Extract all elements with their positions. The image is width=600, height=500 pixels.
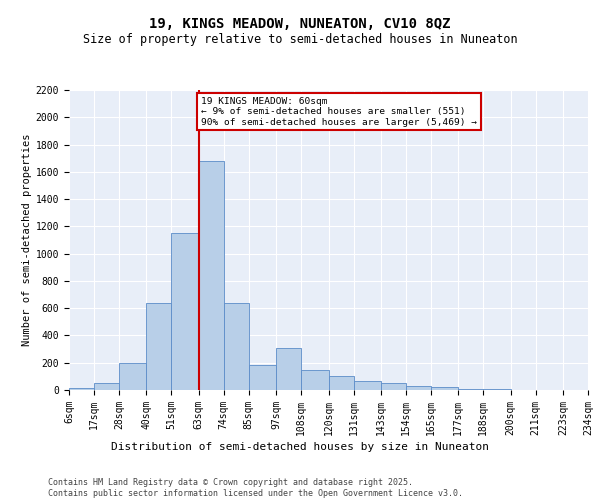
- Bar: [69, 388, 94, 390]
- Bar: [381, 383, 406, 390]
- Bar: [276, 348, 301, 390]
- Bar: [301, 370, 329, 390]
- Text: 19, KINGS MEADOW, NUNEATON, CV10 8QZ: 19, KINGS MEADOW, NUNEATON, CV10 8QZ: [149, 18, 451, 32]
- Bar: [431, 388, 458, 390]
- Text: 19 KINGS MEADOW: 60sqm
← 9% of semi-detached houses are smaller (551)
90% of sem: 19 KINGS MEADOW: 60sqm ← 9% of semi-deta…: [201, 97, 477, 126]
- Bar: [224, 302, 249, 390]
- Bar: [458, 389, 483, 390]
- Bar: [199, 161, 224, 390]
- Y-axis label: Number of semi-detached properties: Number of semi-detached properties: [22, 134, 32, 346]
- Text: Size of property relative to semi-detached houses in Nuneaton: Size of property relative to semi-detach…: [83, 32, 517, 46]
- Bar: [329, 376, 353, 390]
- Bar: [406, 386, 431, 390]
- Bar: [249, 365, 276, 390]
- Text: Distribution of semi-detached houses by size in Nuneaton: Distribution of semi-detached houses by …: [111, 442, 489, 452]
- Bar: [94, 383, 119, 390]
- Bar: [119, 362, 146, 390]
- Bar: [146, 302, 172, 390]
- Bar: [353, 381, 381, 390]
- Bar: [172, 233, 199, 390]
- Text: Contains HM Land Registry data © Crown copyright and database right 2025.
Contai: Contains HM Land Registry data © Crown c…: [48, 478, 463, 498]
